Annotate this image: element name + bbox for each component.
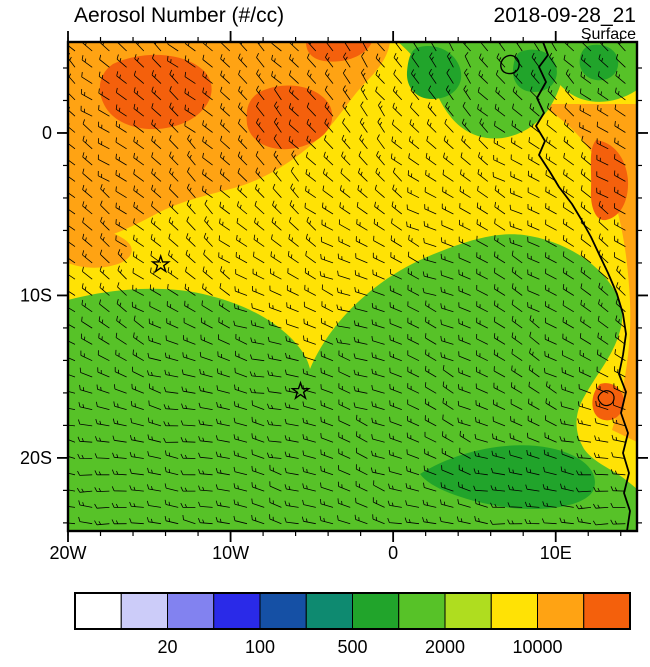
colorbar-tick-label: 2000 xyxy=(425,637,465,657)
contour-region-deep-orange-core-b xyxy=(246,85,333,150)
colorbar-box xyxy=(490,592,538,630)
island-outline xyxy=(500,54,520,75)
colorbar-tick-label: 500 xyxy=(337,637,367,657)
map-area xyxy=(68,42,637,531)
colorbar-box xyxy=(213,592,261,630)
x-axis-tick-label: 0 xyxy=(388,543,398,563)
colorbar-box xyxy=(305,592,353,630)
page-title: Aerosol Number (#/cc) xyxy=(74,4,285,27)
x-axis-tick-label: 20W xyxy=(49,543,86,563)
y-axis-tick-label: 0 xyxy=(42,123,52,143)
colorbar-frame xyxy=(74,592,631,630)
level-label: Surface xyxy=(580,26,636,43)
colorbar-box xyxy=(167,592,215,630)
datetime-label: 2018-09-28_21 xyxy=(493,4,636,27)
axis-ticks xyxy=(57,31,648,542)
x-axis-tick-label: 10E xyxy=(540,543,572,563)
y-axis-tick-label: 20S xyxy=(20,448,52,468)
contour-region-dark-green-land-north xyxy=(579,44,619,81)
colorbar-box xyxy=(537,592,585,630)
colorbar-box xyxy=(74,592,122,630)
y-axis-tick-label: 10S xyxy=(20,285,52,305)
colorbar-box xyxy=(398,592,446,630)
contour-region-red-coastal-spot-b xyxy=(592,383,625,421)
contour-region-deep-orange-core-c xyxy=(306,42,372,62)
star-marker xyxy=(150,253,171,274)
colorbar-tick-label: 10000 xyxy=(512,637,562,657)
colorbar-box xyxy=(259,592,307,630)
colorbar-tick-label: 20 xyxy=(157,637,177,657)
contour-region-dark-green-gulf-a xyxy=(406,46,462,100)
contour-region-deep-orange-core-a xyxy=(99,54,212,130)
x-axis-tick-label: 10W xyxy=(212,543,249,563)
lake-outline xyxy=(597,390,615,407)
colorbar-tick-label: 100 xyxy=(245,637,275,657)
contour-region-dark-green-south-patch xyxy=(420,445,595,510)
plot-border xyxy=(66,40,639,533)
colorbar-box xyxy=(352,592,400,630)
colorbar-box xyxy=(583,592,631,630)
star-marker xyxy=(290,380,311,401)
colorbar: 20 100 500 2000 10000 xyxy=(74,592,631,657)
colorbar-box xyxy=(444,592,492,630)
colorbar-box xyxy=(120,592,168,630)
